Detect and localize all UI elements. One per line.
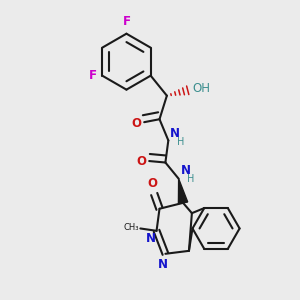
Polygon shape	[178, 179, 188, 204]
Text: F: F	[89, 69, 97, 82]
Text: O: O	[131, 117, 141, 130]
Text: OH: OH	[193, 82, 211, 95]
Text: CH₃: CH₃	[123, 224, 139, 232]
Text: N: N	[146, 232, 156, 245]
Text: H: H	[177, 136, 184, 147]
Text: N: N	[158, 258, 168, 271]
Text: F: F	[122, 15, 130, 28]
Text: O: O	[136, 154, 146, 167]
Text: N: N	[170, 127, 180, 140]
Text: N: N	[180, 164, 190, 177]
Text: O: O	[148, 178, 158, 190]
Text: H: H	[188, 174, 195, 184]
